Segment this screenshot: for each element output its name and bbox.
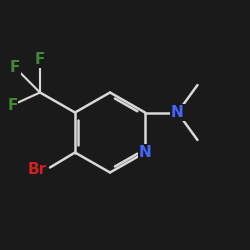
Text: Br: Br: [28, 162, 47, 178]
Text: N: N: [171, 105, 184, 120]
Text: F: F: [35, 52, 45, 68]
Text: F: F: [10, 60, 20, 75]
Text: N: N: [138, 145, 151, 160]
Text: F: F: [7, 98, 18, 112]
